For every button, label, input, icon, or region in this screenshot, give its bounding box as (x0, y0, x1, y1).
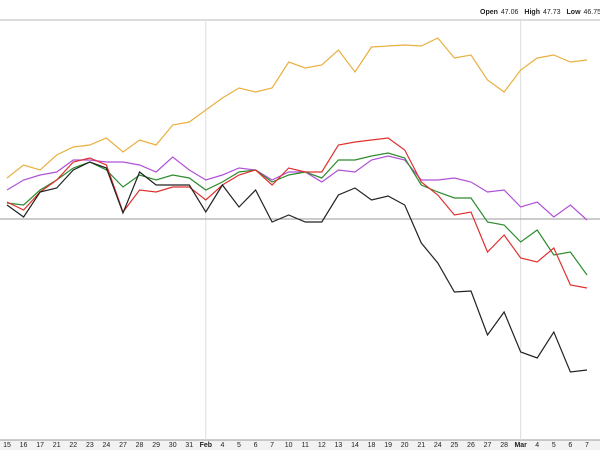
x-tick-label: 29 (152, 442, 160, 449)
x-tick-label: 28 (500, 442, 508, 449)
header-value: 46.75 (584, 9, 600, 16)
header-label: High (524, 9, 540, 16)
x-tick-label: 4 (535, 442, 539, 449)
x-tick-label: 18 (368, 442, 376, 449)
line-series (6, 152, 588, 276)
x-tick-label: 4 (220, 442, 224, 449)
x-tick-label: Feb (200, 442, 212, 449)
x-tick-label: 16 (20, 442, 28, 449)
x-tick-label: 19 (384, 442, 392, 449)
x-tick-label: 24 (103, 442, 111, 449)
x-tick-label: 23 (86, 442, 94, 449)
header-value: 47.73 (543, 9, 561, 16)
x-tick-label: 25 (450, 442, 458, 449)
x-tick-label: 14 (351, 442, 359, 449)
x-tick-label: 6 (568, 442, 572, 449)
line-series (6, 155, 588, 221)
x-tick-label: 12 (318, 442, 326, 449)
header-label: Low (567, 9, 582, 16)
x-tick-label: 21 (417, 442, 425, 449)
header-value: 47.06 (501, 9, 519, 16)
x-tick-label: 6 (254, 442, 258, 449)
x-tick-label: 11 (302, 442, 309, 449)
x-tick-label: 27 (119, 442, 127, 449)
x-tick-label: 5 (237, 442, 241, 449)
x-tick-label: 10 (285, 442, 293, 449)
x-tick-label: 5 (552, 442, 556, 449)
x-tick-label: 17 (36, 442, 44, 449)
x-tick-label: 7 (585, 442, 589, 449)
x-tick-label: 31 (185, 442, 193, 449)
x-tick-label: 26 (467, 442, 475, 449)
x-tick-label: 28 (136, 442, 144, 449)
header-label: Open (480, 9, 498, 16)
x-tick-label: 20 (401, 442, 409, 449)
x-tick-label: 7 (270, 442, 274, 449)
x-tick-label: 24 (434, 442, 442, 449)
line-series (6, 161, 588, 373)
x-tick-label: 22 (69, 442, 77, 449)
x-tick-label: 15 (3, 442, 11, 449)
x-axis-strip (0, 440, 600, 450)
line-series (6, 137, 588, 289)
line-series (6, 37, 588, 179)
x-tick-label: 30 (169, 442, 177, 449)
x-tick-label: Mar (514, 442, 527, 449)
x-tick-label: 13 (335, 442, 343, 449)
x-tick-label: 27 (484, 442, 492, 449)
x-tick-label: 21 (53, 442, 61, 449)
